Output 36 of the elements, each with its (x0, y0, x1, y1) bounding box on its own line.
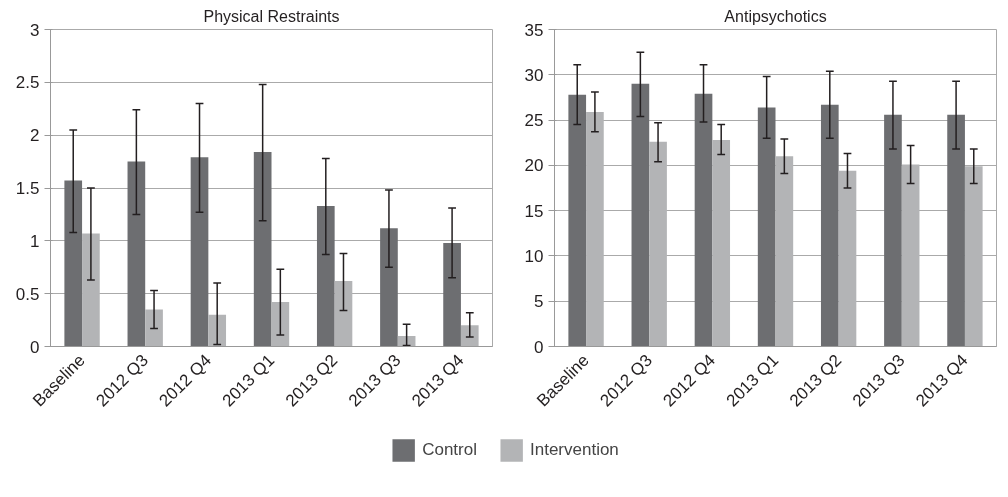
bar (757, 107, 776, 347)
bar (820, 104, 839, 347)
legend-label: Control (422, 440, 477, 460)
y-tick-label: 25 (524, 111, 544, 131)
bar (568, 94, 587, 347)
chart-title: Antipsychotics (724, 7, 827, 25)
y-tick-label: 0 (30, 337, 40, 357)
bar (947, 114, 965, 347)
bar (127, 161, 146, 347)
legend-label: Intervention (529, 440, 619, 460)
y-tick-label: 2 (30, 126, 40, 146)
y-tick-label: 1 (30, 231, 40, 251)
bar (271, 302, 290, 347)
y-tick-label: 0.5 (15, 284, 40, 304)
y-tick-label: 3 (30, 20, 40, 40)
y-tick-label: 2.5 (15, 73, 40, 93)
bar (380, 228, 398, 347)
bar (64, 180, 83, 347)
bar (190, 157, 209, 347)
bar (460, 325, 479, 347)
y-tick-label: 30 (524, 65, 544, 85)
y-tick-label: 1.5 (15, 179, 40, 198)
y-tick-label: 10 (524, 246, 544, 266)
bar (443, 242, 461, 347)
y-tick-label: 15 (524, 201, 544, 221)
bar (145, 309, 163, 347)
y-tick-label: 20 (524, 156, 544, 176)
chart-title: Physical Restraints (203, 7, 340, 25)
y-tick-label: 35 (524, 20, 544, 40)
y-tick-label: 5 (534, 292, 544, 312)
bar (631, 83, 650, 347)
bar (316, 205, 335, 347)
y-tick-label: 0 (534, 337, 544, 357)
bar (694, 93, 713, 347)
bar (253, 152, 272, 347)
bar (884, 114, 902, 347)
